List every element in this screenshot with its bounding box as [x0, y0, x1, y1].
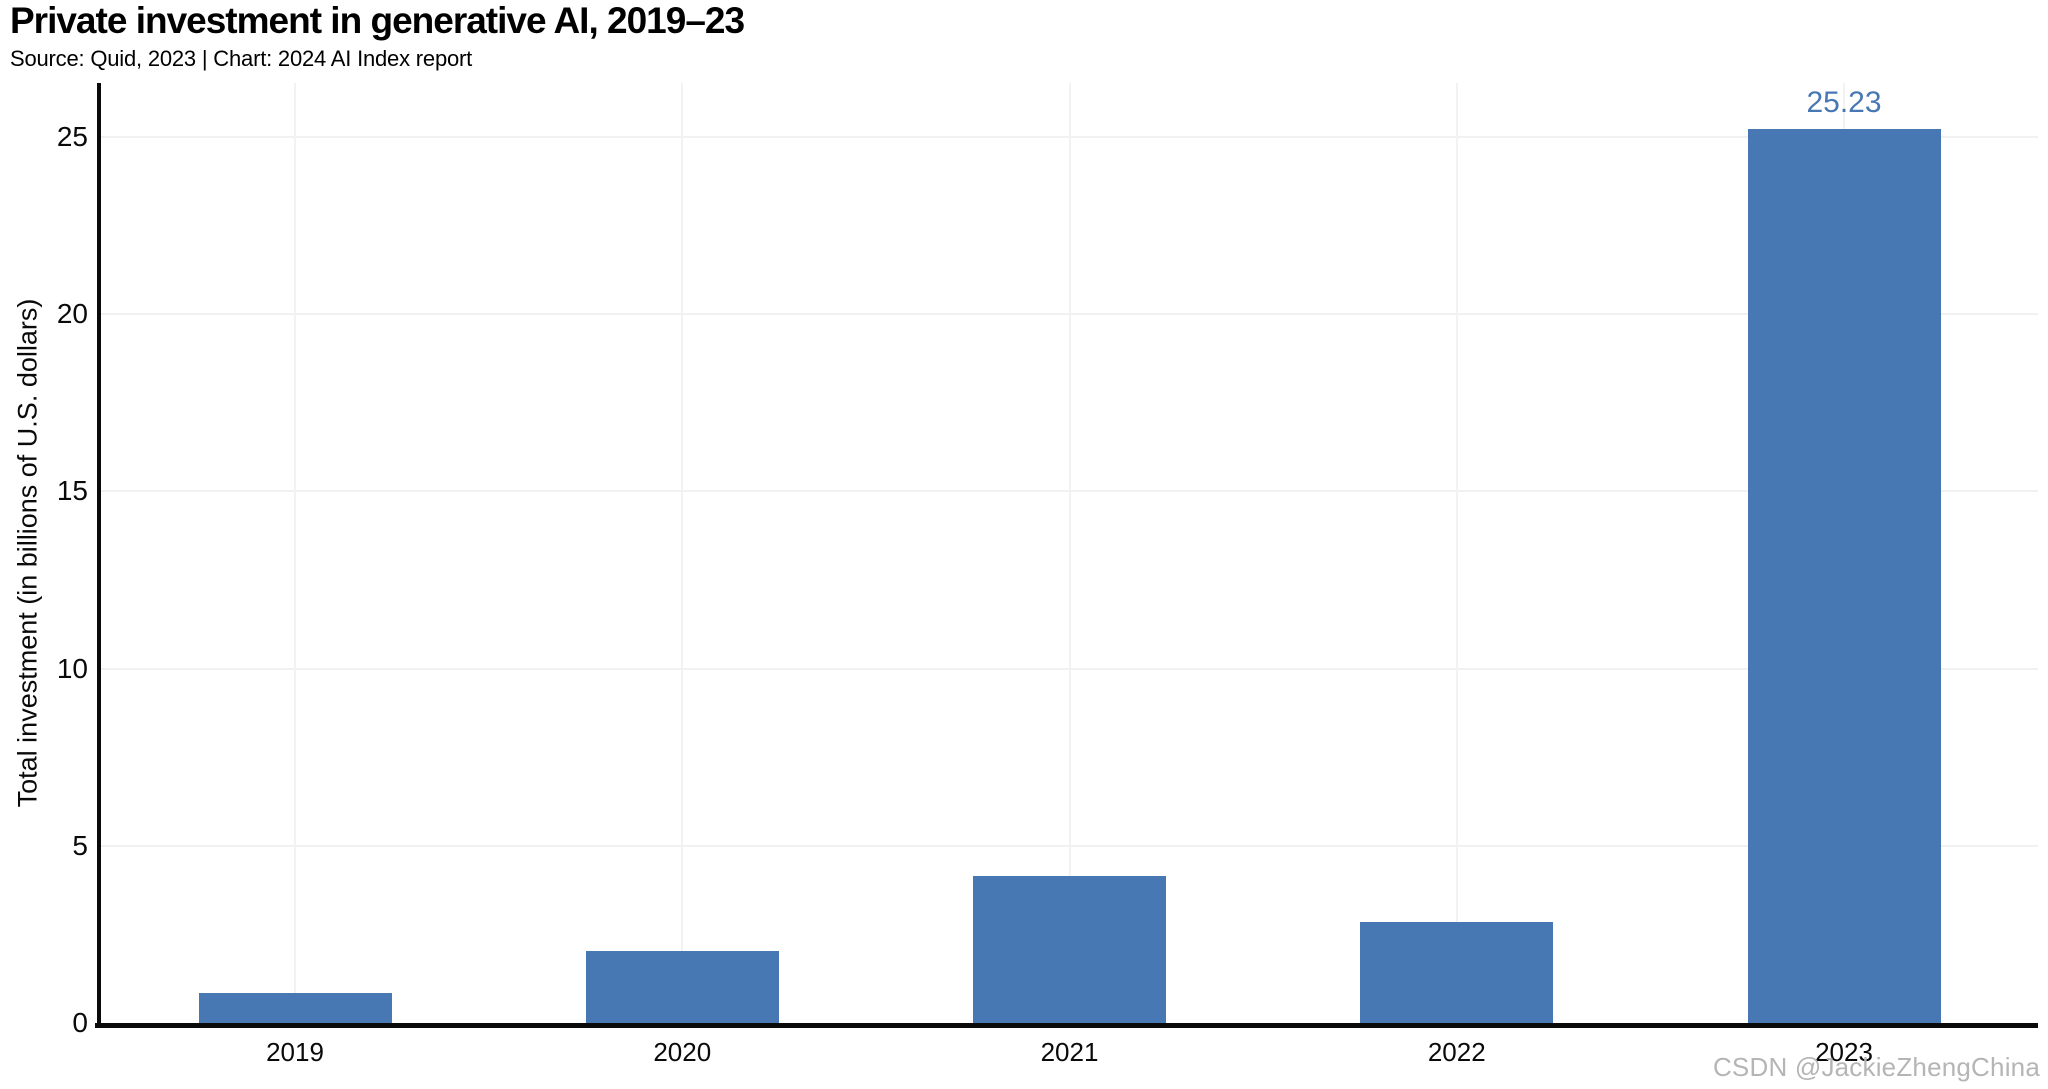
- bar-2021: [973, 876, 1166, 1023]
- x-tick-label-2019: 2019: [266, 1037, 324, 1067]
- x-tick-label-2020: 2020: [653, 1037, 712, 1067]
- x-tick-label-2023: 2023: [1815, 1037, 1873, 1067]
- gridline-x-2020: [681, 83, 684, 1023]
- y-tick-label-20: 20: [56, 298, 88, 329]
- gridline-x-2019: [294, 83, 296, 1023]
- bar-2022: [1360, 922, 1553, 1023]
- bar-2020: [586, 951, 779, 1023]
- gridline-x-2021: [1068, 83, 1071, 1023]
- bar-value-label-2023: 25.23: [1806, 86, 1882, 119]
- y-axis-title: Total investment (in billions of U.S. do…: [12, 298, 43, 808]
- chart-title: Private investment in generative AI, 201…: [10, 0, 745, 41]
- y-tick-label-0: 0: [72, 1007, 88, 1038]
- chart-subtitle: Source: Quid, 2023 | Chart: 2024 AI Inde…: [10, 46, 473, 71]
- gridline-x-2022: [1455, 83, 1458, 1023]
- x-tick-label-2021: 2021: [1040, 1037, 1099, 1067]
- bar-2019: [199, 993, 392, 1023]
- x-axis-spine: [95, 1023, 2038, 1028]
- y-tick-label-15: 15: [56, 475, 88, 507]
- x-tick-label-2022: 2022: [1427, 1037, 1486, 1067]
- y-tick-label-5: 5: [72, 829, 88, 861]
- y-tick-label-10: 10: [56, 652, 88, 684]
- bar-2023: [1748, 129, 1941, 1023]
- watermark-text: CSDN @JackieZhengChina: [1712, 1052, 2040, 1082]
- y-axis-spine: [97, 83, 101, 1027]
- y-tick-label-25: 25: [56, 120, 88, 152]
